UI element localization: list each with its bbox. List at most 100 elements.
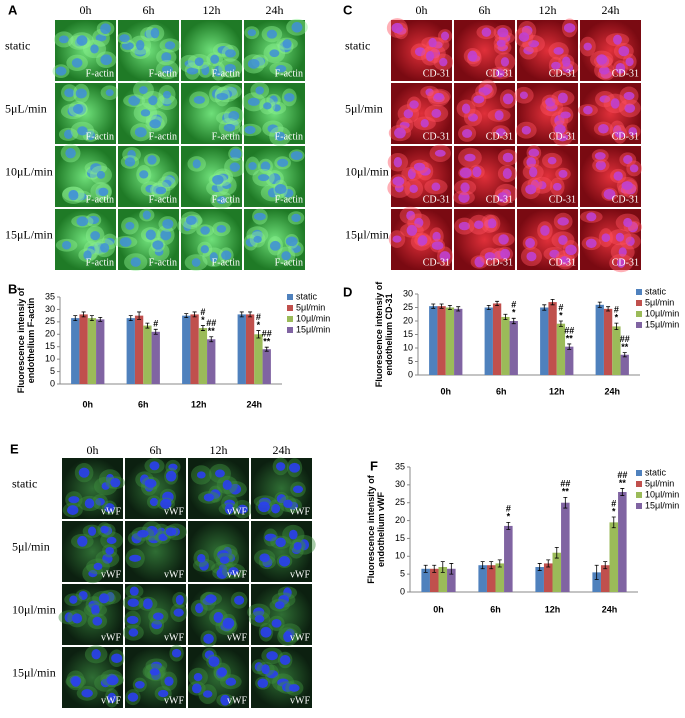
- nucleus: [414, 47, 426, 57]
- nucleus: [268, 173, 281, 185]
- bar: [618, 492, 627, 592]
- nucleus: [144, 478, 157, 488]
- bar: [548, 302, 557, 375]
- nucleus: [283, 631, 293, 643]
- nucleus: [392, 176, 405, 186]
- nucleus: [95, 498, 105, 506]
- nucleus: [102, 553, 113, 564]
- legend-label: 5μl/min: [645, 297, 674, 307]
- nucleus: [64, 129, 73, 140]
- y-tick-label: 0: [400, 586, 405, 596]
- nucleus: [210, 54, 220, 64]
- nucleus: [434, 149, 446, 157]
- nucleus: [553, 47, 564, 55]
- legend-swatch: [636, 470, 642, 476]
- nucleus: [119, 237, 132, 247]
- stain-label: F-actin: [149, 257, 177, 268]
- nucleus: [440, 31, 450, 41]
- error-bar: [447, 304, 452, 311]
- x-tick-label: 0h: [433, 604, 444, 614]
- nucleus: [220, 694, 230, 706]
- stain-label: vWF: [101, 695, 121, 706]
- micrograph: vWF: [247, 584, 312, 646]
- panel-label: F: [370, 458, 378, 473]
- nucleus: [500, 248, 511, 260]
- nucleus: [205, 594, 217, 603]
- column-header: 0h: [87, 443, 99, 457]
- nucleus: [281, 251, 291, 261]
- error-bar: [542, 304, 547, 311]
- nucleus: [229, 483, 242, 495]
- nucleus: [414, 217, 424, 228]
- stain-label: vWF: [227, 569, 247, 580]
- nucleus: [417, 235, 428, 246]
- stain-label: CD-31: [549, 68, 576, 79]
- nucleus: [549, 249, 560, 258]
- legend-swatch: [636, 492, 642, 498]
- nucleus: [276, 462, 286, 471]
- nucleus: [162, 90, 171, 99]
- nucleus: [87, 215, 100, 225]
- row-label: 10μL/min: [5, 164, 53, 178]
- significance-mark: #: [256, 312, 261, 322]
- nucleus: [247, 97, 260, 106]
- nucleus: [139, 86, 148, 94]
- stain-label: F-actin: [86, 68, 114, 79]
- x-tick-label: 0h: [82, 399, 93, 409]
- error-bar: [200, 325, 205, 331]
- nucleus: [91, 604, 100, 616]
- significance-mark: *: [201, 315, 205, 325]
- bar: [565, 346, 574, 375]
- nucleus: [81, 689, 93, 698]
- y-tick-label: 0: [408, 369, 413, 379]
- nucleus: [209, 252, 218, 263]
- nucleus: [137, 529, 149, 538]
- micrograph: CD-31: [580, 146, 642, 207]
- nucleus: [104, 237, 115, 246]
- stain-label: CD-31: [486, 194, 513, 205]
- legend-label: 15μl/min: [296, 324, 330, 334]
- nucleus: [222, 617, 235, 629]
- micrograph: CD-31: [386, 18, 454, 81]
- nucleus: [257, 174, 270, 182]
- nucleus: [151, 620, 163, 630]
- nucleus: [86, 130, 96, 141]
- nucleus: [71, 676, 81, 687]
- stain-label: vWF: [101, 506, 121, 517]
- micrograph: F-actin: [179, 20, 243, 81]
- nucleus: [407, 168, 416, 180]
- nucleus: [69, 595, 78, 604]
- x-tick-label: 12h: [545, 604, 561, 614]
- nucleus: [261, 664, 270, 675]
- nucleus: [121, 41, 134, 50]
- nucleus: [140, 109, 151, 117]
- panel-label: C: [343, 2, 353, 17]
- nucleus: [68, 496, 80, 504]
- x-tick-label: 6h: [496, 386, 507, 396]
- nucleus: [552, 182, 562, 191]
- x-tick-label: 0h: [440, 386, 451, 396]
- micrograph: CD-31: [514, 18, 579, 81]
- error-bar: [614, 322, 619, 331]
- nucleus: [98, 593, 110, 604]
- nucleus: [134, 681, 145, 689]
- x-tick-label: 6h: [138, 399, 149, 409]
- nucleus: [623, 155, 633, 165]
- nucleus: [599, 95, 611, 103]
- nucleus: [528, 148, 540, 157]
- micrograph-bg: [580, 20, 641, 81]
- nucleus: [275, 64, 287, 73]
- nucleus: [278, 555, 291, 567]
- nucleus: [228, 110, 240, 121]
- nucleus: [155, 186, 167, 195]
- nucleus: [216, 568, 228, 579]
- nucleus: [596, 54, 608, 65]
- micrograph: F-actin: [181, 146, 246, 209]
- nucleus: [498, 234, 509, 245]
- nucleus: [557, 133, 569, 142]
- nucleus: [586, 212, 597, 222]
- significance-mark: #: [558, 302, 563, 312]
- nucleus: [124, 157, 136, 167]
- nucleus: [162, 98, 172, 107]
- nucleus: [266, 29, 278, 39]
